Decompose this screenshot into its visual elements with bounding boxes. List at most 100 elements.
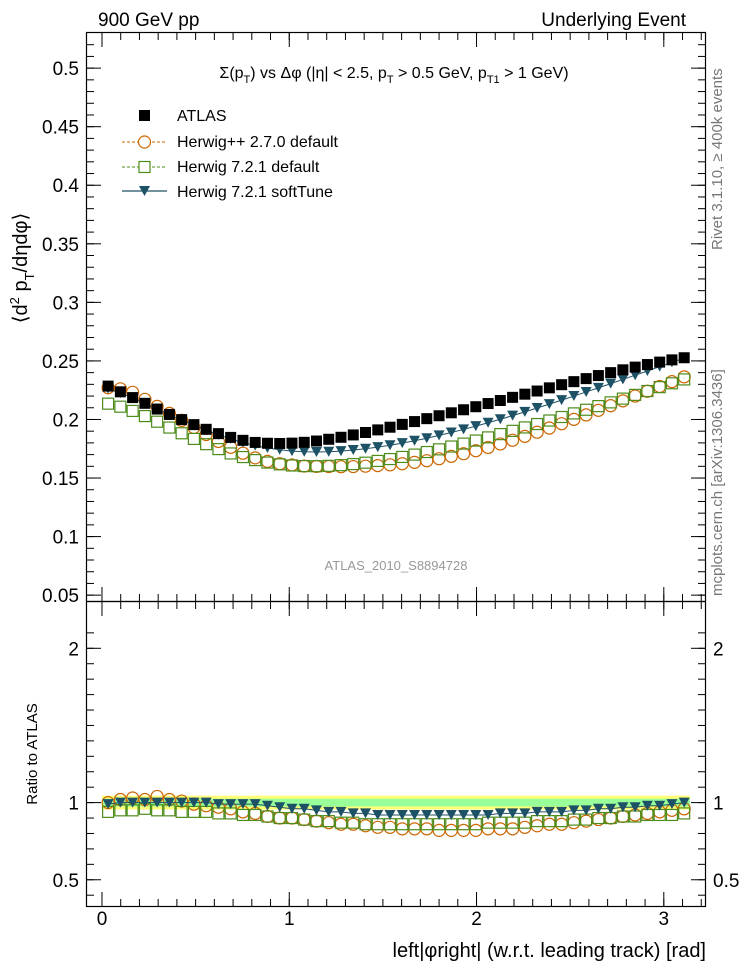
point-atlas	[249, 436, 261, 448]
point-herwig-soft	[494, 414, 506, 425]
point-herwig-default	[555, 410, 568, 424]
point-herwig-default	[114, 400, 127, 413]
point-atlas	[114, 386, 126, 398]
point-herwig-default	[249, 454, 262, 467]
point-herwigpp	[481, 440, 495, 455]
point-herwig-default	[285, 459, 299, 472]
point-herwig-default	[273, 458, 286, 471]
ratio-point-herwig-soft	[384, 809, 396, 820]
point-herwig-default	[396, 450, 409, 464]
ratio-point-herwig-default	[665, 808, 679, 822]
ratio-point-herwigpp	[604, 811, 618, 825]
main-y-axis-label: ⟨d2 pT/dηdφ⟩	[7, 213, 37, 324]
ratio-point-herwig-soft	[396, 809, 408, 820]
point-herwig-default	[653, 381, 666, 394]
ratio-point-herwigpp	[420, 822, 434, 836]
main-y-tick-label: 0.45	[42, 118, 79, 139]
point-herwigpp	[346, 459, 360, 474]
point-herwig-default	[408, 448, 421, 461]
ratio-point-herwigpp	[616, 809, 630, 824]
point-herwigpp	[432, 452, 446, 466]
point-herwig-default	[604, 396, 617, 409]
point-herwig-default	[641, 384, 654, 398]
ratio-point-herwig-soft	[641, 800, 653, 811]
ratio-point-herwig-soft	[556, 806, 568, 817]
ratio-point-herwigpp	[444, 823, 458, 837]
point-atlas	[225, 431, 237, 443]
legend-label-herwig-soft: Herwig 7.2.1 softTune	[177, 184, 333, 201]
main-axis-ticks: 0.05 0.1 0.15 0.2 0.25 0.3 0.35 0.4 0.45 0.5	[42, 33, 705, 607]
point-herwig-soft	[556, 395, 568, 406]
point-herwigpp	[273, 457, 287, 471]
legend-marker-herwig-soft	[139, 186, 150, 196]
point-herwig-default	[420, 445, 433, 459]
point-atlas	[568, 376, 580, 388]
ratio-point-herwig-soft	[274, 802, 286, 813]
ratio-point-herwig-soft	[617, 802, 629, 813]
point-herwig-default	[481, 431, 495, 444]
point-atlas	[347, 429, 359, 441]
ratio-point-herwig-default	[678, 807, 691, 820]
point-herwig-soft	[617, 374, 629, 385]
ratio-point-herwigpp	[297, 812, 311, 827]
ratio-y-tick-label: 0.5	[53, 871, 79, 892]
header-right: Underlying Event	[541, 10, 686, 31]
point-herwig-default	[665, 377, 679, 390]
ratio-point-herwig-soft	[507, 808, 519, 819]
ratio-y-tick-label-right: 0.5	[713, 871, 739, 892]
plot-title: Σ(pT) vs Δφ (|η| < 2.5, pT > 0.5 GeV, pT…	[219, 65, 568, 86]
ratio-y-axis-label: Ratio to ATLAS	[24, 703, 41, 804]
point-herwigpp	[530, 425, 544, 439]
point-herwig-soft	[372, 442, 384, 453]
point-herwig-soft	[458, 424, 470, 435]
point-herwig-soft	[409, 435, 421, 446]
ratio-point-herwig-default	[249, 808, 262, 822]
point-herwigpp	[456, 447, 471, 461]
ratio-point-herwig-soft	[470, 809, 482, 820]
ratio-point-herwig-soft	[360, 808, 372, 819]
point-atlas	[237, 434, 249, 446]
point-herwig-default	[200, 438, 213, 451]
point-herwig-default	[567, 407, 580, 420]
header-left: 900 GeV pp	[98, 10, 199, 31]
ratio-point-herwig-default	[322, 815, 335, 828]
point-herwig-soft	[445, 427, 457, 438]
ratio-point-herwig-soft	[286, 803, 298, 814]
main-y-tick-label: 0.2	[53, 410, 79, 431]
point-herwig-soft	[507, 410, 519, 421]
mcplots-label: mcplots.cern.ch [arXiv:1306.3436]	[709, 369, 726, 596]
point-atlas	[654, 356, 666, 368]
ratio-point-herwig-soft	[409, 809, 421, 820]
ratio-point-herwig-soft	[335, 806, 347, 817]
ratio-point-herwigpp	[371, 820, 385, 834]
ratio-point-herwig-default	[543, 815, 556, 828]
ratio-point-herwig-default	[371, 818, 384, 831]
point-atlas	[188, 419, 200, 431]
ratio-point-herwig-soft	[654, 800, 666, 811]
ratio-plot-frame	[85, 600, 707, 908]
point-herwig-default	[469, 434, 482, 447]
point-atlas	[531, 385, 543, 397]
ratio-point-herwig-soft	[102, 799, 114, 810]
point-herwig-soft	[323, 446, 335, 457]
point-herwig-default	[224, 447, 237, 460]
main-series-layer	[101, 352, 691, 474]
point-herwig-default	[580, 403, 593, 416]
point-atlas	[494, 395, 506, 407]
point-herwig-default	[322, 459, 335, 472]
ratio-point-herwig-soft	[543, 806, 555, 817]
ratio-point-herwig-default	[653, 808, 666, 822]
ratio-point-herwigpp	[518, 820, 532, 834]
point-herwigpp	[371, 459, 385, 473]
point-herwigpp	[248, 451, 262, 465]
main-y-tick-label: 0.35	[42, 235, 79, 256]
ratio-point-herwig-soft	[139, 797, 151, 808]
point-atlas	[507, 391, 519, 403]
ratio-point-herwig-soft	[629, 802, 641, 813]
ratio-point-herwig-soft	[249, 799, 261, 810]
point-herwigpp	[407, 455, 422, 469]
point-herwig-soft	[482, 417, 494, 428]
x-tick-label: 3	[659, 909, 670, 930]
ratio-point-herwig-soft	[188, 797, 200, 808]
